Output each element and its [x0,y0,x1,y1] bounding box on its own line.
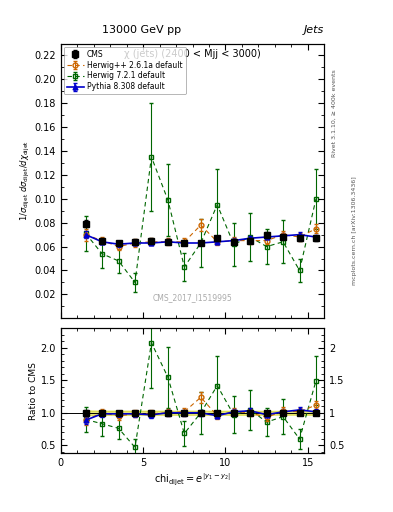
Text: χ (jets) (2400 < Mjj < 3000): χ (jets) (2400 < Mjj < 3000) [124,49,261,59]
Text: CMS_2017_I1519995: CMS_2017_I1519995 [153,293,232,302]
Y-axis label: $1/\sigma_\mathrm{dijet}\ d\sigma_\mathrm{dijet}/d\chi_\mathrm{dijet}$: $1/\sigma_\mathrm{dijet}\ d\sigma_\mathr… [18,140,32,221]
Text: mcplots.cern.ch [arXiv:1306.3436]: mcplots.cern.ch [arXiv:1306.3436] [352,176,357,285]
Text: Rivet 3.1.10, ≥ 400k events: Rivet 3.1.10, ≥ 400k events [332,69,337,157]
Y-axis label: Ratio to CMS: Ratio to CMS [29,362,38,420]
Legend: CMS, Herwig++ 2.6.1a default, Herwig 7.2.1 default, Pythia 8.308 default: CMS, Herwig++ 2.6.1a default, Herwig 7.2… [64,47,185,94]
Text: 13000 GeV pp: 13000 GeV pp [102,25,181,35]
X-axis label: $\mathrm{chi_{dijet}} = e^{|y_1 - y_2|}$: $\mathrm{chi_{dijet}} = e^{|y_1 - y_2|}$ [154,472,231,488]
Text: Jets: Jets [304,25,324,35]
